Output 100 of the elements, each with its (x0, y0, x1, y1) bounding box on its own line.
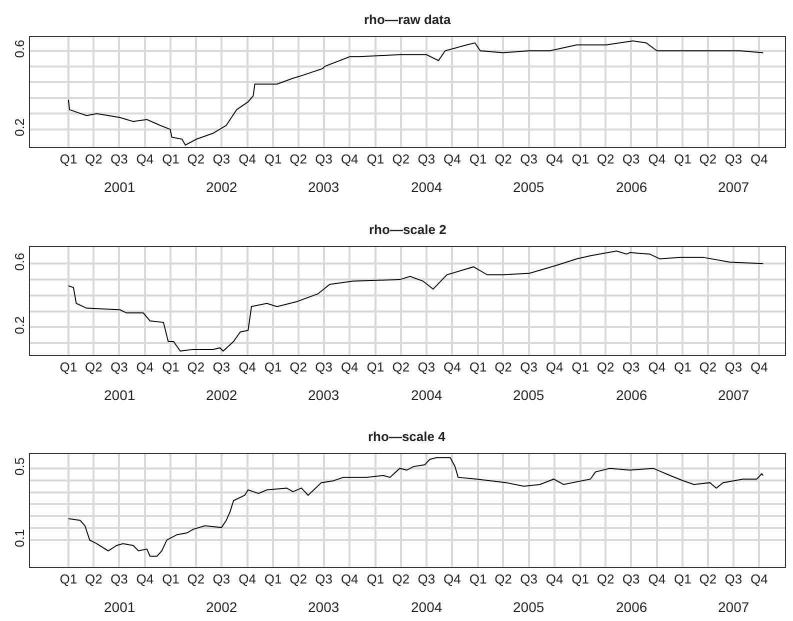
x-tick-label: Q2 (392, 572, 410, 587)
x-tick-label: Q2 (84, 572, 102, 587)
text: 2007 (718, 387, 750, 403)
x-tick-label: Q1 (264, 360, 282, 375)
x-tick-label: Q1 (469, 152, 487, 167)
x-tick-label: Q2 (699, 152, 717, 167)
y-tick-label: 0.6 (12, 252, 27, 271)
x-tick-label: Q4 (136, 152, 154, 167)
x-tick-label: Q4 (750, 152, 768, 167)
text: 2005 (513, 387, 544, 403)
x-tick-label: Q2 (699, 360, 717, 375)
line-series (68, 40, 764, 146)
text: 2005 (513, 179, 544, 195)
x-tick-label: Q3 (110, 152, 128, 167)
y-tick-label: 0.6 (12, 40, 27, 58)
text: 2007 (718, 599, 750, 615)
x-tick-label: Q1 (674, 572, 692, 587)
x-tick-label: Q3 (520, 572, 538, 587)
x-tick-label: Q1 (572, 360, 590, 375)
x-tick-label: Q4 (648, 572, 666, 587)
x-tick-label: Q3 (212, 152, 230, 167)
x-tick-label: Q3 (520, 152, 538, 167)
x-tick-label: Q1 (162, 152, 180, 167)
x-tick-label: Q2 (494, 152, 512, 167)
text: 2002 (206, 179, 238, 195)
x-tick-label: Q3 (315, 360, 332, 375)
x-tick-label: Q3 (724, 572, 742, 587)
text: 2001 (104, 599, 136, 615)
x-tick-label: Q3 (724, 360, 742, 375)
x-tick-label: Q1 (366, 572, 384, 587)
x-tick-label: Q4 (238, 152, 256, 167)
text: 2001 (104, 387, 136, 403)
x-tick-label: Q4 (648, 152, 666, 167)
x-tick-label: Q3 (110, 360, 128, 375)
x-tick-label: Q2 (596, 572, 614, 587)
x-tick-label: Q4 (238, 360, 256, 375)
x-tick-label: Q2 (187, 572, 205, 587)
y-tick-label: 0.5 (12, 457, 27, 476)
x-tick-label: Q4 (340, 360, 358, 375)
x-tick-label: Q2 (187, 152, 205, 167)
x-tick-label: Q4 (546, 572, 564, 587)
x-tick-label: Q1 (60, 152, 78, 167)
x-tick-label: Q2 (187, 360, 205, 375)
text: 2003 (308, 599, 340, 615)
x-tick-label: Q1 (60, 360, 78, 375)
x-tick-label: Q1 (572, 572, 590, 587)
x-tick-label: Q4 (546, 360, 564, 375)
x-tick-label: Q1 (162, 572, 180, 587)
x-tick-label: Q4 (750, 360, 768, 375)
x-tick-label: Q4 (444, 152, 461, 167)
x-tick-label: Q1 (60, 572, 78, 587)
x-tick-label: Q4 (750, 572, 768, 587)
x-tick-label: Q3 (418, 152, 436, 167)
text: 2004 (411, 387, 442, 403)
x-tick-label: Q2 (392, 152, 410, 167)
x-tick-label: Q2 (494, 572, 512, 587)
x-tick-label: Q4 (546, 152, 564, 167)
x-tick-label: Q2 (392, 360, 410, 375)
x-tick-label: Q1 (264, 152, 282, 167)
x-tick-label: Q3 (110, 572, 128, 587)
x-tick-label: Q3 (315, 152, 332, 167)
x-tick-label: Q2 (84, 152, 102, 167)
x-tick-label: Q3 (520, 360, 538, 375)
x-tick-label: Q4 (340, 572, 358, 587)
x-tick-label: Q4 (238, 572, 256, 587)
x-tick-label: Q2 (494, 360, 512, 375)
x-tick-label: Q3 (212, 360, 230, 375)
x-tick-label: Q1 (572, 152, 590, 167)
chart-title: rho—scale 2 (369, 222, 446, 237)
x-tick-label: Q1 (366, 360, 384, 375)
y-tick-label: 0.1 (12, 529, 27, 548)
x-tick-label: Q2 (290, 572, 307, 587)
text: 2005 (513, 599, 544, 615)
x-tick-label: Q1 (162, 360, 180, 375)
x-tick-label: Q3 (418, 360, 436, 375)
x-tick-label: Q3 (724, 152, 742, 167)
x-tick-label: Q3 (212, 572, 230, 587)
x-tick-label: Q1 (674, 360, 692, 375)
text: 2001 (104, 179, 136, 195)
text: 2002 (206, 599, 238, 615)
line-series (68, 250, 764, 352)
x-tick-label: Q2 (596, 152, 614, 167)
x-tick-label: Q4 (136, 360, 154, 375)
x-tick-label: Q1 (469, 360, 487, 375)
text: 2007 (718, 179, 750, 195)
x-tick-label: Q1 (264, 572, 282, 587)
x-tick-label: Q1 (366, 152, 384, 167)
text: 2004 (411, 599, 442, 615)
y-tick-label: 0.2 (12, 316, 27, 334)
x-tick-label: Q1 (674, 152, 692, 167)
x-tick-label: Q2 (290, 360, 307, 375)
x-tick-label: Q3 (622, 572, 640, 587)
chart-title: rho—scale 4 (368, 429, 446, 444)
text: 2003 (308, 179, 340, 195)
x-tick-label: Q3 (622, 152, 640, 167)
text: 2002 (206, 387, 238, 403)
text: 2006 (616, 387, 648, 403)
text: 2006 (616, 179, 648, 195)
x-tick-label: Q2 (84, 360, 102, 375)
x-tick-label: Q3 (315, 572, 332, 587)
